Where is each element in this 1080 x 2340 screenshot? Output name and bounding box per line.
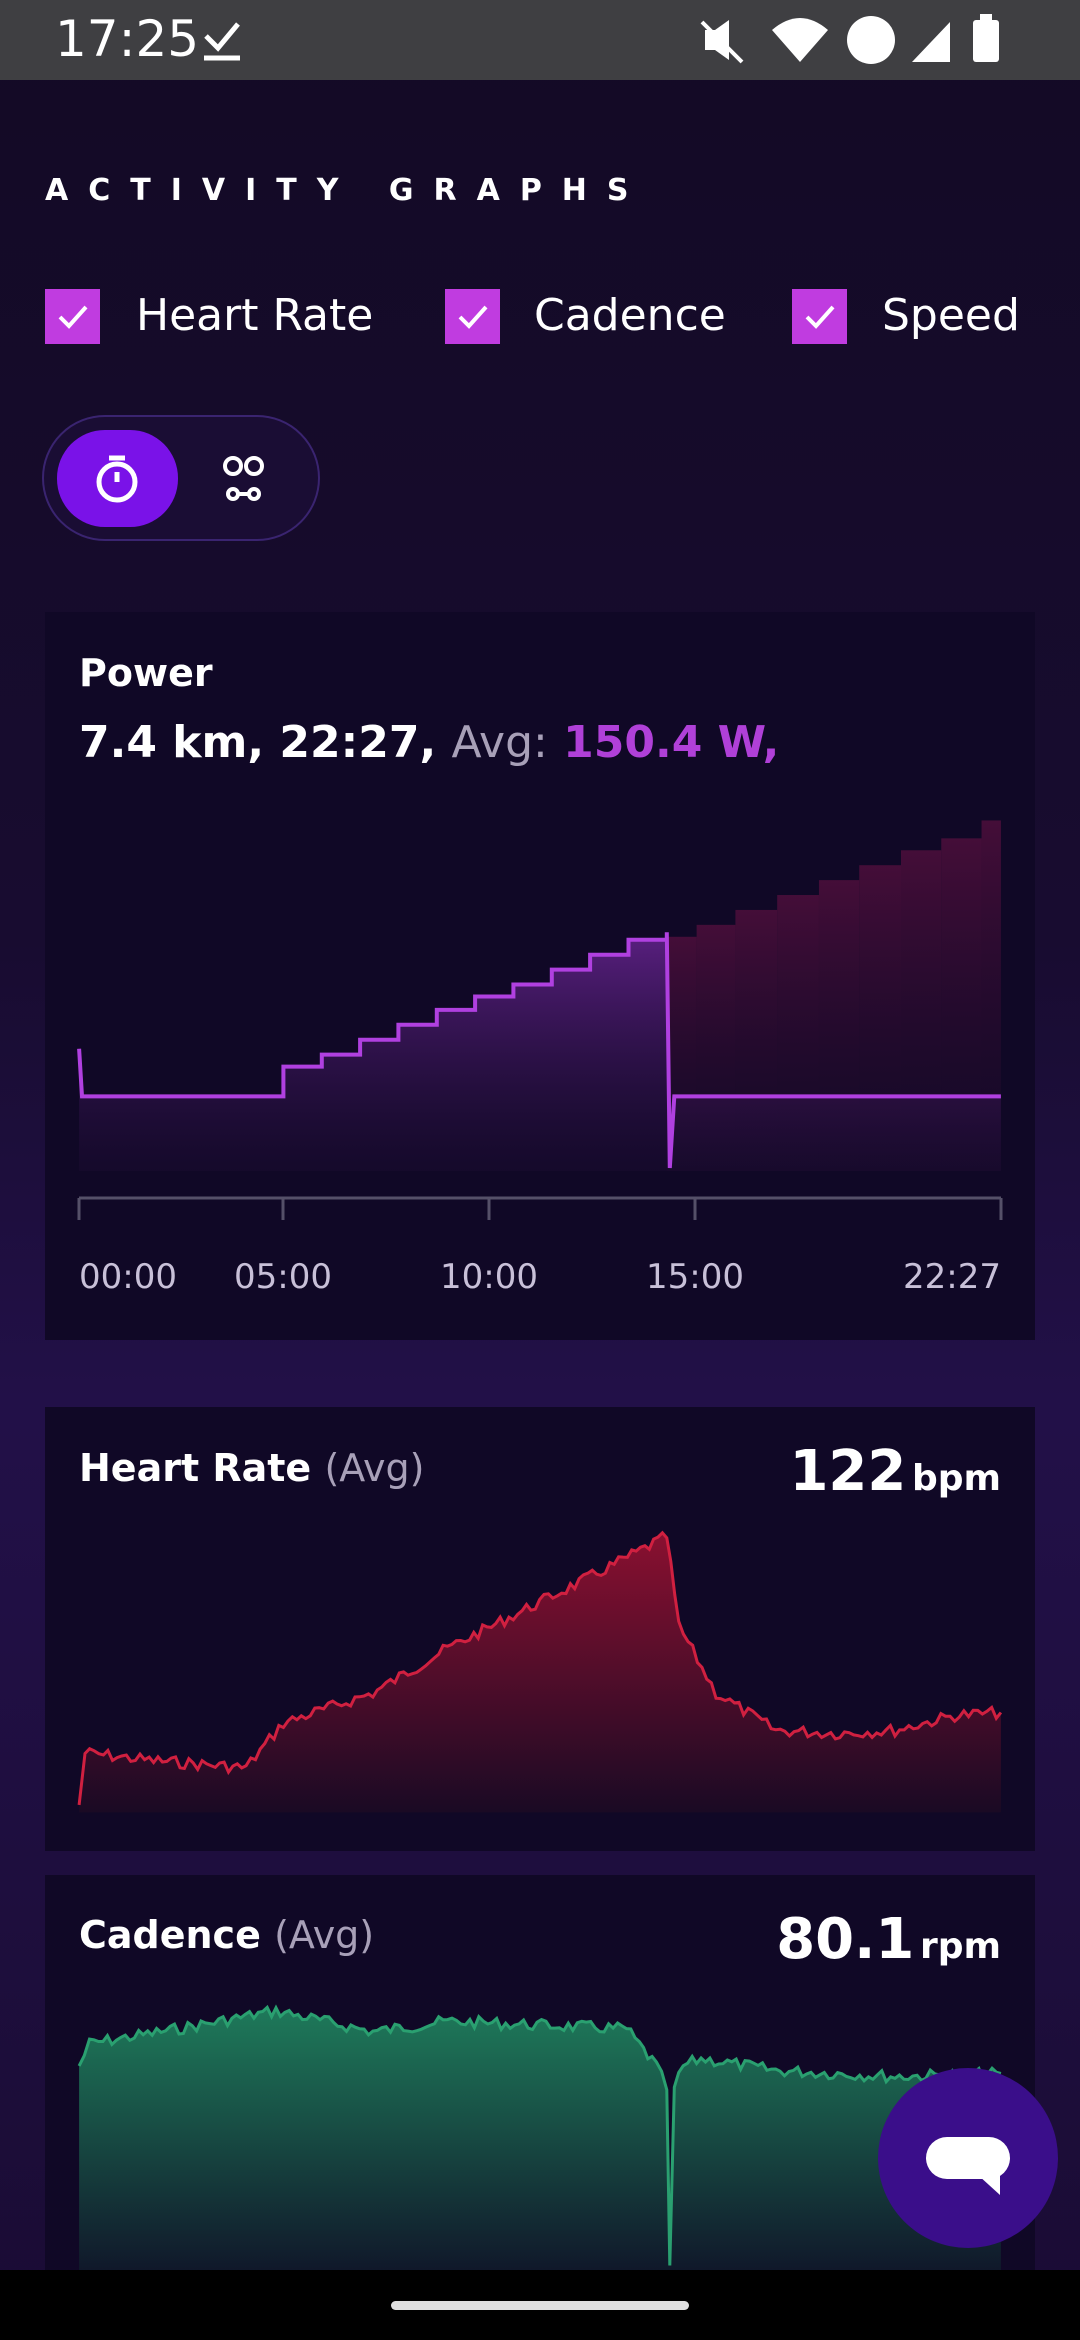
route-icon[interactable] [223,456,264,501]
cadence-line [77,2004,1002,2266]
cadence-title: Cadence (Avg) [79,1915,374,1955]
chat-icon [926,2137,1010,2195]
status-bar [0,0,1080,80]
heart-rate-title: Heart Rate (Avg) [79,1448,424,1488]
timer-icon [96,455,138,503]
power-shade [981,820,1001,1171]
avg-label: Avg: [451,717,548,768]
qualifier: (Avg) [274,1913,375,1957]
cadence-value: 80.1 rpm [776,1910,1001,1983]
card-title: Cadence [79,1913,261,1957]
x-label: 05:00 [234,1257,332,1297]
power-area [79,932,1001,1171]
power-graph [77,820,1001,1171]
status-icons [700,14,999,64]
cadence-area [79,2007,1001,2271]
status-time: 17:25 [55,10,200,68]
hr-line [77,1530,1003,1806]
unit: rpm [919,1926,1001,1967]
x-label: 00:00 [79,1257,177,1297]
value: 122 [789,1439,907,1504]
hr-area [79,1532,1001,1813]
toggle-label[interactable]: Speed [882,290,1020,341]
status-check-icon [204,22,240,61]
power-title: Power [79,651,213,695]
x-label: 10:00 [440,1257,538,1297]
power-line [77,932,1001,1169]
x-label: 15:00 [646,1257,744,1297]
unit: bpm [911,1458,1001,1499]
toggle-label[interactable]: Cadence [534,290,726,341]
checkbox-boxes [45,289,847,344]
power-axis [77,1196,1003,1220]
qualifier: (Avg) [324,1446,425,1490]
avg-value: 150.4 W, [563,717,780,768]
heart-rate-value: 122 bpm [789,1442,1001,1515]
card-title: Heart Rate [79,1446,312,1490]
screen-title: ACTIVITY GRAPHS [45,173,649,208]
checkmarks [58,305,835,329]
x-label: 22:27 [903,1257,1001,1297]
value: 80.1 [776,1907,915,1972]
toggle-label[interactable]: Heart Rate [136,290,374,341]
power-summary: 7.4 km, 22:27, Avg: 150.4 W, [79,720,779,766]
home-handle[interactable] [391,2301,689,2310]
cadence-graph [77,2004,1002,2271]
distance-time: 7.4 km, 22:27, [79,717,437,768]
heart-rate-graph [77,1530,1003,1813]
